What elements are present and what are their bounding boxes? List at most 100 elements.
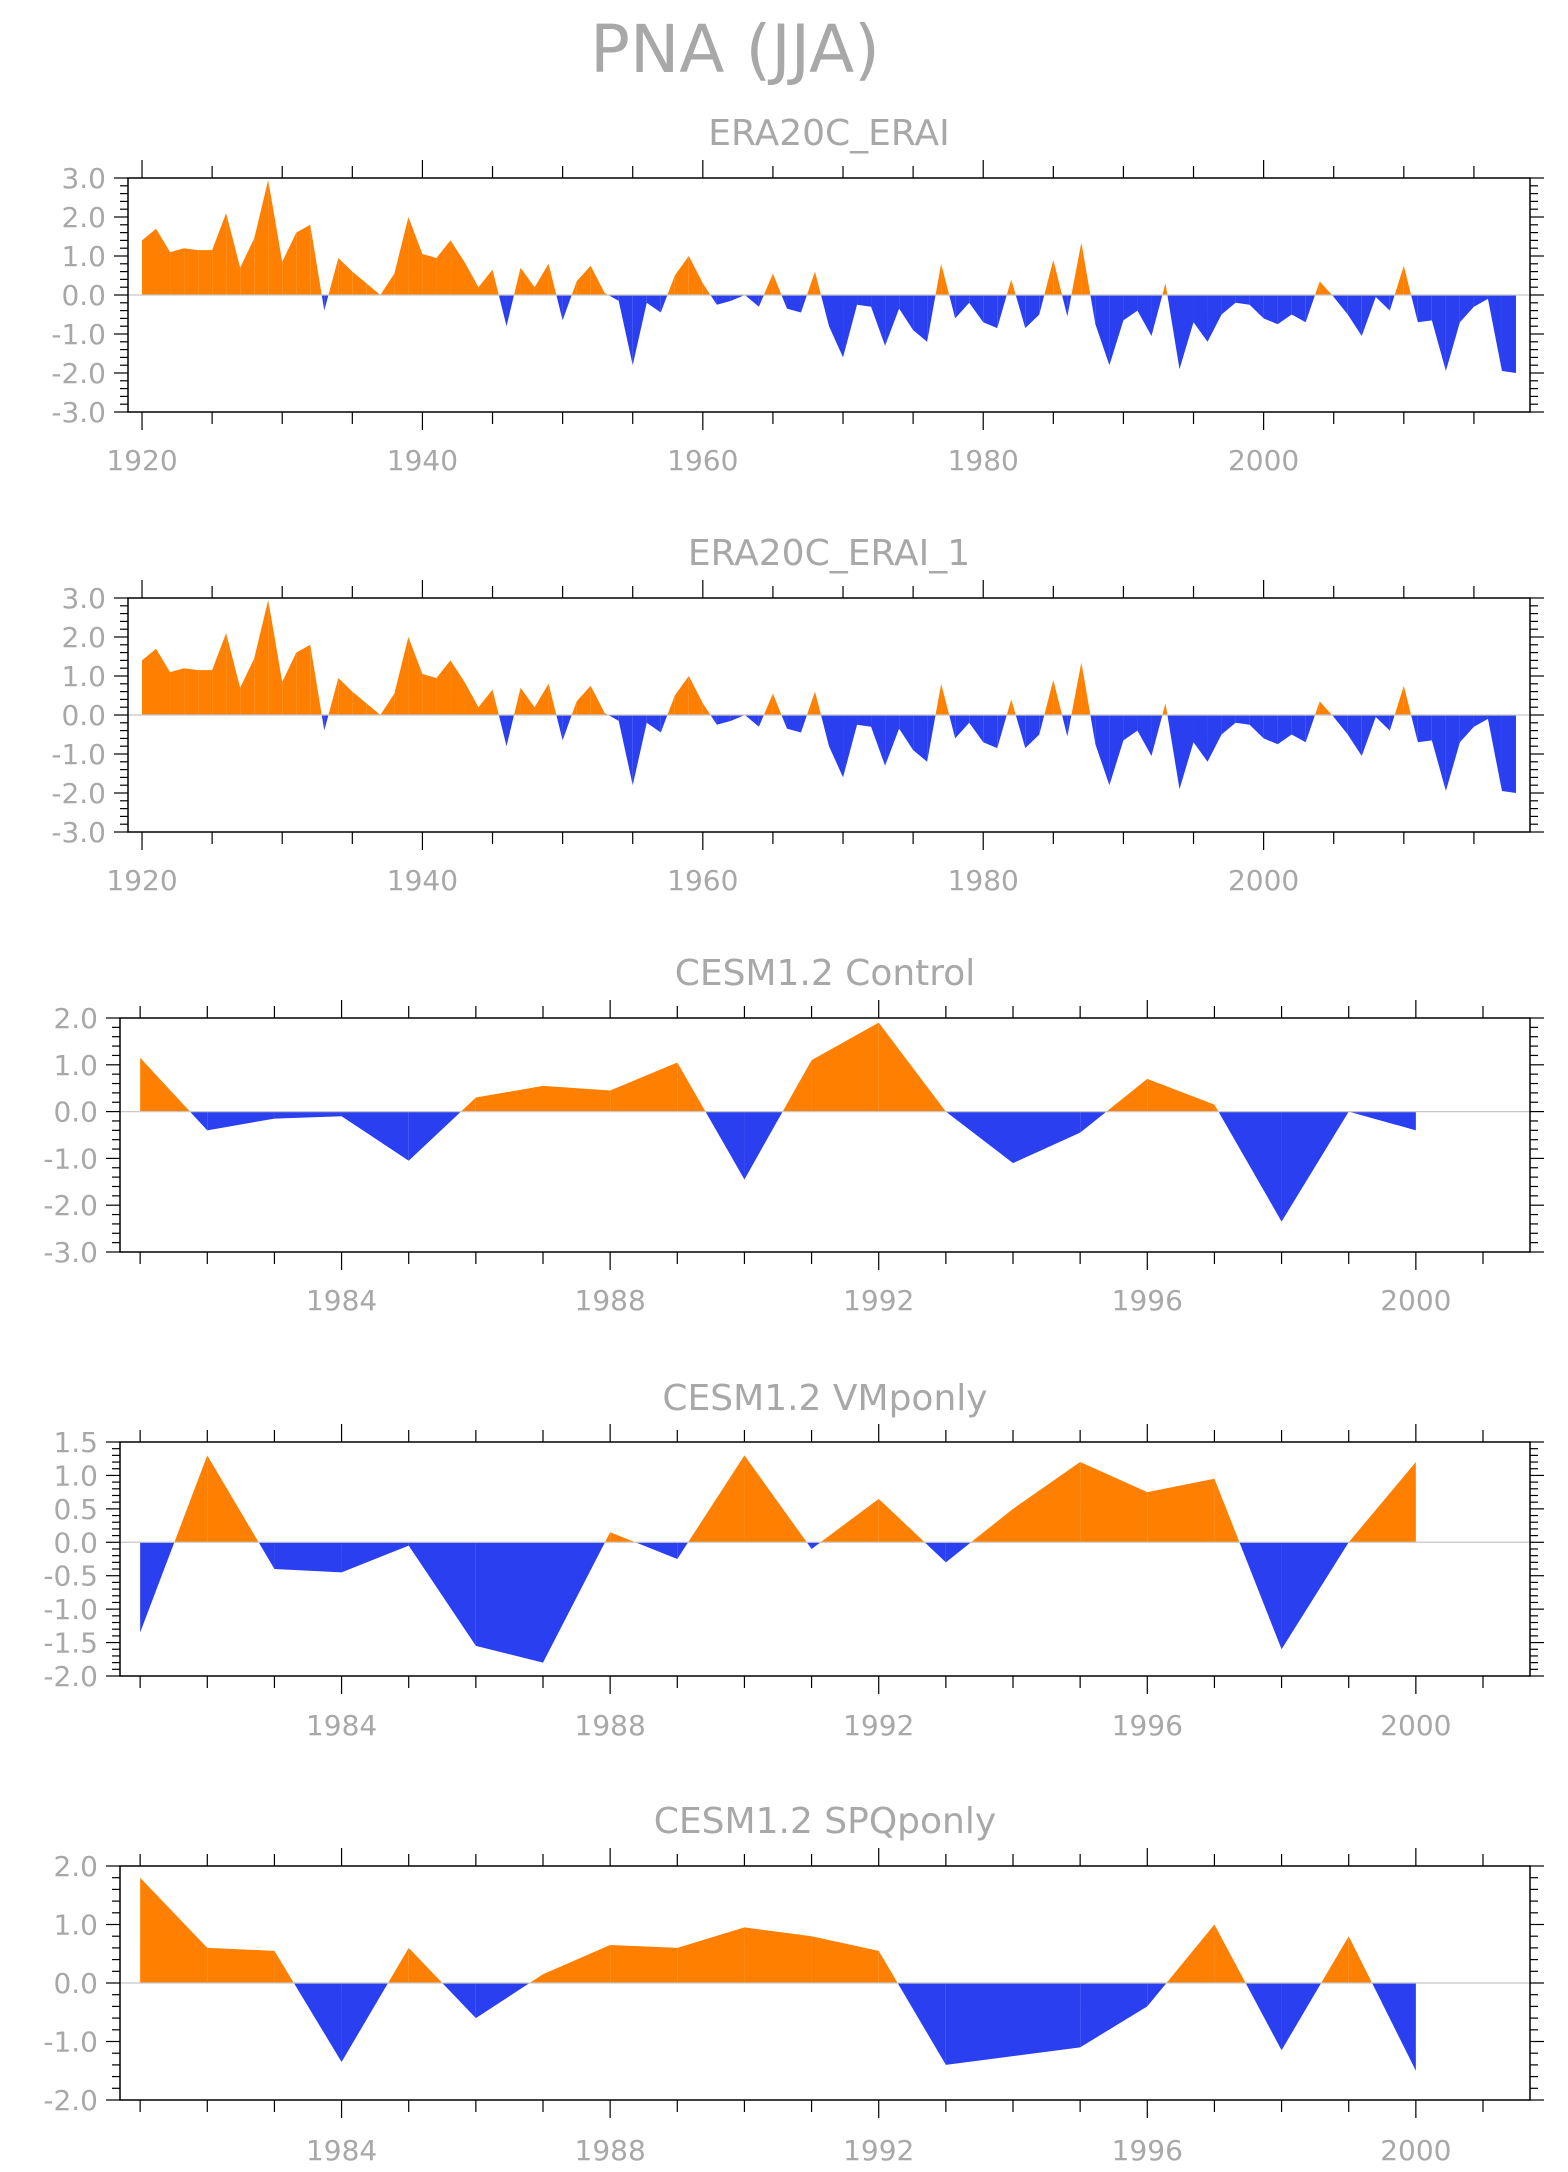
chart-title: ERA20C_ERAI <box>708 113 949 154</box>
negative-area-segment <box>274 1111 342 1119</box>
positive-area-segment <box>310 224 322 295</box>
x-tick-label: 2000 <box>1228 864 1299 897</box>
negative-area-segment <box>786 295 801 313</box>
x-tick-label: 2000 <box>1380 2134 1451 2167</box>
negative-area-segment <box>1375 715 1390 731</box>
y-tick-label: -3.0 <box>51 396 106 429</box>
negative-area-segment <box>646 295 661 313</box>
positive-area-segment <box>142 228 157 295</box>
chart-panel-5: CESM1.2 SPQponly -2.0 -1.0 0.0 1.0 2.0 1984 198… <box>43 1801 1544 2167</box>
negative-area-segment <box>927 295 936 342</box>
positive-area-segment <box>212 633 227 715</box>
negative-area-segment <box>1487 715 1502 792</box>
positive-area-segment <box>1162 283 1166 295</box>
negative-area-segment <box>1389 295 1395 311</box>
negative-area-segment <box>635 1542 678 1559</box>
positive-area-segment <box>282 232 297 295</box>
positive-area-segment <box>744 1927 812 1983</box>
positive-area-segment <box>878 1950 898 1983</box>
negative-area-segment <box>969 715 984 743</box>
negative-area-segment <box>716 295 731 305</box>
chart-panel-4: CESM1.2 VMponly -2.0-1.5-1.0-0.50.00.51.0… <box>43 1378 1544 1742</box>
positive-area-segment <box>268 599 283 715</box>
positive-area-segment <box>282 652 297 715</box>
negative-area-segment <box>1239 1542 1282 1650</box>
plot-frame <box>119 1441 1531 1677</box>
chart-title: ERA20C_ERAI_1 <box>688 533 970 574</box>
positive-area-segment <box>184 248 199 295</box>
negative-area-segment <box>1109 295 1124 366</box>
negative-area-segment <box>1221 295 1236 315</box>
positive-area-segment <box>529 1974 543 1983</box>
positive-area-segment <box>1214 1478 1240 1543</box>
negative-area-segment <box>927 715 936 762</box>
positive-area-segment <box>1214 1104 1219 1112</box>
positive-area-segment <box>520 687 535 715</box>
positive-area-segment <box>935 683 942 715</box>
negative-area-segment <box>1080 1111 1107 1133</box>
positive-area-segment <box>610 1532 636 1543</box>
positive-area-segment <box>744 1455 807 1543</box>
y-tick-label: 2.0 <box>53 1002 98 1035</box>
negative-area-segment <box>1123 295 1138 321</box>
negative-area-segment <box>983 715 998 749</box>
positive-area-segment <box>610 1944 678 1983</box>
negative-area-segment <box>1291 715 1306 743</box>
positive-area-segment <box>156 648 171 715</box>
x-tick-label: 1996 <box>1112 1709 1183 1742</box>
positive-area-segment <box>590 265 605 295</box>
positive-area-segment <box>667 695 675 715</box>
negative-area-segment <box>1039 715 1045 735</box>
negative-area-segment <box>705 1111 745 1180</box>
negative-area-segment <box>341 1542 409 1573</box>
negative-area-segment <box>1348 1111 1416 1131</box>
x-tick-label: 1996 <box>1112 1284 1183 1317</box>
negative-area-segment <box>1431 715 1446 792</box>
positive-area-segment <box>1348 1462 1416 1543</box>
positive-area-segment <box>1394 265 1404 295</box>
positive-area-segment <box>702 283 711 295</box>
positive-area-segment <box>1044 259 1054 295</box>
negative-area-segment <box>1305 295 1316 323</box>
y-tick-label: 2.0 <box>61 621 106 654</box>
negative-area-segment <box>1137 715 1152 756</box>
negative-area-segment <box>408 1111 461 1161</box>
negative-area-segment <box>677 1542 689 1559</box>
x-tick-label: 1984 <box>306 1709 377 1742</box>
x-tick-label: 1920 <box>106 864 177 897</box>
negative-area-segment <box>871 295 886 346</box>
negative-area-segment <box>608 715 619 721</box>
positive-area-segment <box>408 217 423 295</box>
negative-area-segment <box>829 295 844 358</box>
positive-area-segment <box>492 689 499 715</box>
y-tick-label: -2.0 <box>43 1660 98 1693</box>
negative-area-segment <box>1411 715 1418 743</box>
x-tick-label: 1988 <box>575 1284 646 1317</box>
positive-area-segment <box>543 1944 611 1983</box>
negative-area-segment <box>1013 1111 1081 1164</box>
positive-area-segment <box>520 267 535 295</box>
positive-area-segment <box>1165 703 1168 715</box>
negative-area-segment <box>969 295 984 323</box>
negative-area-segment <box>1067 715 1072 737</box>
negative-area-segment <box>1277 295 1292 325</box>
positive-area-segment <box>1106 1078 1148 1112</box>
positive-area-segment <box>140 1057 190 1112</box>
positive-area-segment <box>156 228 171 295</box>
negative-area-segment <box>945 1983 1013 2065</box>
x-tick-label: 1992 <box>843 1284 914 1317</box>
negative-area-segment <box>562 715 572 741</box>
positive-area-segment <box>571 281 577 295</box>
negative-area-segment <box>1015 295 1026 329</box>
positive-area-segment <box>534 683 549 715</box>
positive-area-segment <box>1053 679 1063 715</box>
negative-area-segment <box>1333 295 1348 315</box>
negative-area-segment <box>1501 295 1516 373</box>
negative-area-segment <box>1015 715 1026 749</box>
negative-area-segment <box>1305 715 1316 743</box>
negative-area-segment <box>1207 295 1222 342</box>
y-tick-label: 0.0 <box>53 1967 98 2000</box>
positive-area-segment <box>1165 283 1168 295</box>
negative-area-segment <box>758 295 764 307</box>
